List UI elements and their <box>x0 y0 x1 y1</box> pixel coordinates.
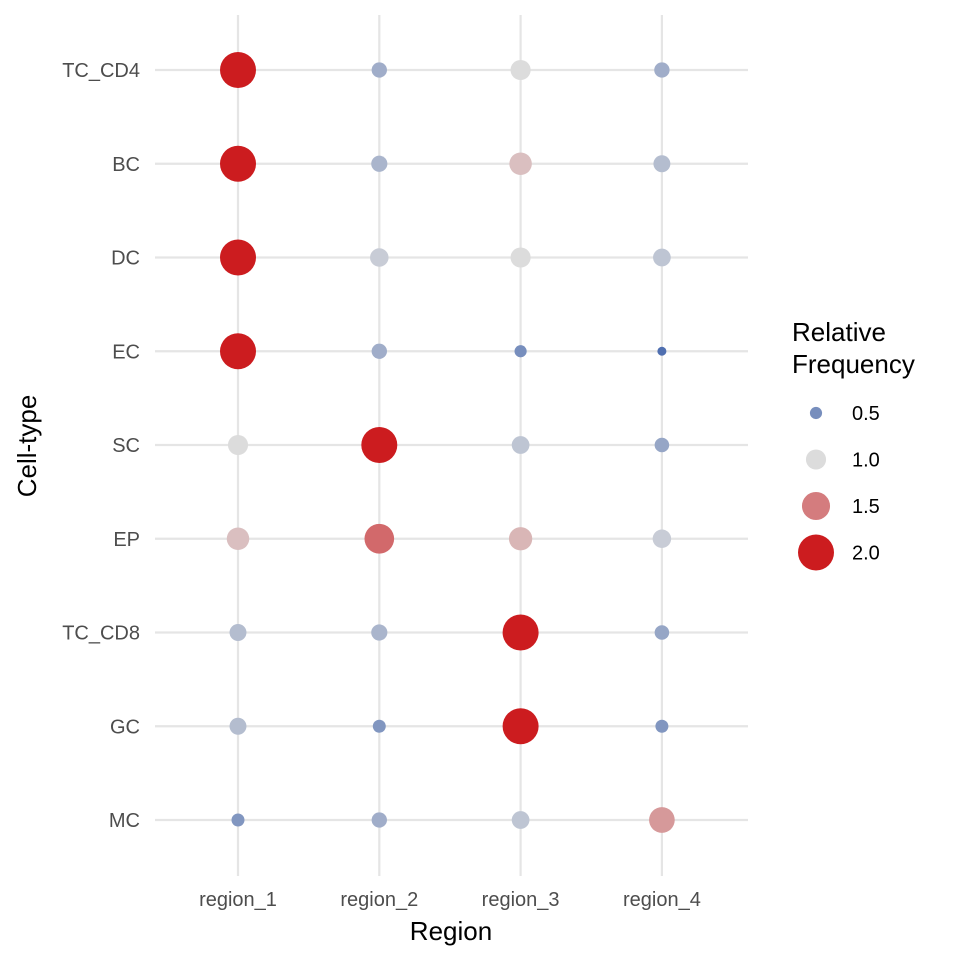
data-point-dc-region_4 <box>653 248 671 267</box>
data-point-tc_cd8-region_1 <box>229 624 247 641</box>
legend-title-line-1: Relative <box>792 317 886 347</box>
y-tick-label: TC_CD8 <box>62 623 140 645</box>
x-tick-label: region_1 <box>199 889 277 911</box>
y-tick-label: GC <box>110 716 140 738</box>
x-tick-labels: region_1 region_2 region_3 region_4 <box>199 889 701 911</box>
legend-key-1.0 <box>805 449 827 470</box>
data-point-tc_cd8-region_3 <box>502 614 539 651</box>
data-point-dc-region_2 <box>370 248 389 267</box>
data-point-gc-region_1 <box>229 717 247 735</box>
data-point-gc-region_4 <box>655 719 669 733</box>
y-tick-label: EC <box>112 341 140 363</box>
data-point-tc_cd8-region_2 <box>371 624 388 641</box>
data-point-tc_cd4-region_4 <box>654 62 670 78</box>
data-point-ep-region_3 <box>508 527 533 551</box>
data-point-dc-region_1 <box>220 239 256 276</box>
data-point-bc-region_1 <box>220 145 256 182</box>
data-point-ec-region_4 <box>657 346 667 356</box>
y-axis-title: Cell-type <box>12 395 42 498</box>
data-point-ec-region_2 <box>371 343 387 359</box>
data-point-bc-region_3 <box>509 152 532 175</box>
legend-label: 1.5 <box>852 496 880 518</box>
data-point-bc-region_4 <box>653 155 671 173</box>
data-point-ec-region_3 <box>514 345 527 358</box>
legend-label: 2.0 <box>852 543 880 565</box>
data-point-sc-region_3 <box>511 436 530 454</box>
legend-key-1.5 <box>801 491 831 521</box>
data-point-gc-region_2 <box>372 719 386 733</box>
legend-key-2.0 <box>798 534 834 571</box>
data-point-dc-region_3 <box>510 247 531 268</box>
y-tick-label: MC <box>109 810 140 832</box>
y-tick-label: TC_CD4 <box>62 60 140 82</box>
data-points <box>220 52 675 833</box>
data-point-tc_cd4-region_1 <box>220 52 256 88</box>
data-point-ep-region_4 <box>652 529 672 549</box>
data-point-tc_cd4-region_2 <box>371 62 387 78</box>
legend: Relative Frequency 0.5 1.0 1.5 2.0 <box>792 317 915 571</box>
data-point-mc-region_1 <box>231 813 245 827</box>
data-point-ep-region_2 <box>364 523 395 554</box>
data-point-tc_cd4-region_3 <box>510 59 531 81</box>
y-tick-label: EP <box>113 529 140 551</box>
legend-label: 1.0 <box>852 450 880 472</box>
data-point-tc_cd8-region_4 <box>654 625 670 640</box>
data-point-sc-region_4 <box>654 437 670 453</box>
x-tick-label: region_3 <box>482 889 560 911</box>
data-point-gc-region_3 <box>502 708 539 745</box>
data-point-mc-region_2 <box>371 812 387 828</box>
y-tick-labels: TC_CD4 BC DC EC SC EP TC_CD8 GC MC <box>62 60 140 832</box>
data-point-ec-region_1 <box>220 333 256 370</box>
data-point-bc-region_2 <box>371 155 388 172</box>
data-point-mc-region_3 <box>511 811 530 829</box>
data-point-sc-region_2 <box>361 427 398 463</box>
legend-key-0.5 <box>809 406 823 420</box>
x-tick-label: region_4 <box>623 889 701 911</box>
data-point-sc-region_1 <box>227 434 249 456</box>
x-axis-title: Region <box>410 916 492 946</box>
y-tick-label: BC <box>112 154 140 176</box>
y-tick-label: SC <box>112 435 140 457</box>
data-point-ep-region_1 <box>226 527 250 550</box>
y-tick-label: DC <box>111 248 140 270</box>
legend-title-line-2: Frequency <box>792 349 915 379</box>
data-point-mc-region_4 <box>649 807 675 833</box>
legend-label: 0.5 <box>852 403 880 425</box>
x-tick-label: region_2 <box>340 889 418 911</box>
